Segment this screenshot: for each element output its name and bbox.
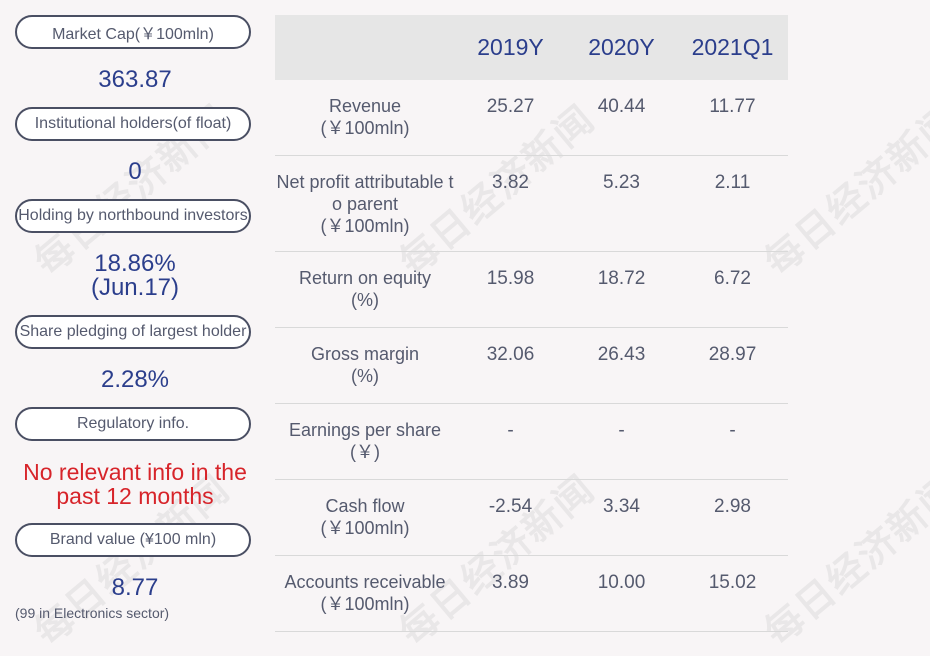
- table-row: Return on equity (%) 15.98 18.72 6.72: [275, 252, 788, 328]
- row-label: Accounts receivable (￥100mln): [284, 572, 446, 614]
- market-cap-label: Market Cap(￥100mln): [15, 15, 251, 49]
- column-header: 2021Q1: [691, 34, 774, 60]
- table-cell: 26.43: [597, 344, 646, 365]
- institutional-holders-label: Institutional holders(of float): [15, 107, 251, 141]
- table-cell: 32.06: [486, 344, 535, 365]
- share-pledging-label: Share pledging of largest holder: [15, 315, 251, 349]
- table-row: Revenue (￥100mln) 25.27 40.44 11.77: [275, 80, 788, 156]
- table-row: Accounts receivable (￥100mln) 3.89 10.00…: [275, 556, 788, 632]
- table-cell: -: [729, 420, 736, 441]
- financial-table: 2019Y 2020Y 2021Q1 Revenue (￥100mln) 25.…: [275, 15, 788, 632]
- brand-value: 8.77: [111, 574, 159, 601]
- table-header: 2019Y 2020Y 2021Q1: [275, 15, 788, 80]
- table-row: Cash flow (￥100mln) -2.54 3.34 2.98: [275, 480, 788, 556]
- table-cell: 28.97: [708, 344, 757, 365]
- table-cell: 10.00: [597, 572, 646, 593]
- brand-value-label: Brand value (¥100 mln): [15, 523, 251, 557]
- table-cell: 15.02: [708, 572, 757, 593]
- market-cap-value: 363.87: [98, 66, 172, 93]
- table-cell: 2.11: [714, 172, 751, 193]
- table-cell: 3.82: [492, 172, 529, 193]
- table-cell: -: [507, 420, 514, 441]
- institutional-holders-value: 0: [128, 158, 142, 185]
- table-cell: -: [618, 420, 625, 441]
- share-pledging-value: 2.28%: [100, 366, 170, 393]
- brand-value-rank: (99 in Electronics sector): [15, 605, 170, 621]
- row-label: Cash flow (￥100mln): [320, 496, 410, 538]
- northbound-holding-value: 18.86%: [94, 250, 176, 277]
- row-label: Return on equity (%): [298, 268, 432, 310]
- table-cell: 3.89: [492, 572, 529, 593]
- regulatory-info-value-cont: past 12 months: [56, 483, 214, 509]
- table-cell: 2.98: [714, 496, 751, 517]
- row-label: Net profit attributable t o parent (￥100…: [276, 172, 454, 236]
- table-cell: 11.77: [709, 96, 756, 117]
- table-cell: -2.54: [488, 496, 533, 517]
- northbound-holding-date: (Jun.17): [90, 274, 180, 301]
- table-cell: 3.34: [603, 496, 640, 517]
- column-header: 2019Y: [477, 34, 544, 60]
- row-label: Revenue (￥100mln): [320, 96, 410, 138]
- regulatory-info-label: Regulatory info.: [15, 407, 251, 441]
- regulatory-info-value: No relevant info in the: [23, 459, 247, 485]
- table-cell: 18.72: [597, 268, 646, 289]
- table-cell: 15.98: [486, 268, 535, 289]
- table-row: Gross margin (%) 32.06 26.43 28.97: [275, 328, 788, 404]
- table-row: Net profit attributable t o parent (￥100…: [275, 156, 788, 252]
- column-header: 2020Y: [588, 34, 655, 60]
- northbound-holding-label: Holding by northbound investors: [15, 199, 251, 233]
- table-row: Earnings per share (￥) - - -: [275, 404, 788, 480]
- row-label: Gross margin (%): [310, 344, 420, 386]
- table-cell: 25.27: [486, 96, 535, 117]
- table-cell: 40.44: [597, 96, 646, 117]
- row-label: Earnings per share (￥): [288, 420, 442, 462]
- table-cell: 6.72: [714, 268, 751, 289]
- table-cell: 5.23: [603, 172, 640, 193]
